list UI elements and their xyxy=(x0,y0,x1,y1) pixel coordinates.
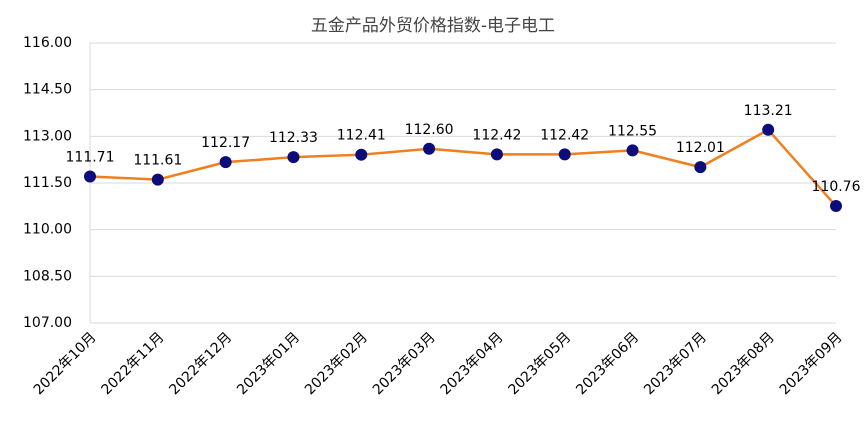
series-line xyxy=(89,128,837,207)
point xyxy=(490,148,503,161)
y-tick-label: 110.00 xyxy=(23,222,72,238)
point xyxy=(151,173,164,186)
y-tick-label: 107.00 xyxy=(23,315,72,331)
data-label: 112.01 xyxy=(676,140,725,156)
x-tick-label: 2023年04月 xyxy=(438,329,507,398)
point xyxy=(626,144,639,157)
data-label: 112.17 xyxy=(201,135,250,151)
point xyxy=(830,200,842,213)
data-label: 112.41 xyxy=(337,128,386,144)
point xyxy=(558,148,571,161)
point xyxy=(219,156,232,169)
point xyxy=(355,148,368,161)
y-tick-label: 114.50 xyxy=(23,82,72,98)
data-label: 111.71 xyxy=(66,149,115,165)
data-label: 112.42 xyxy=(472,127,521,143)
point xyxy=(694,161,707,174)
y-tick-label: 116.00 xyxy=(23,35,72,51)
x-tick-label: 2023年08月 xyxy=(709,329,778,398)
x-tick-label: 2023年07月 xyxy=(641,329,710,398)
x-tick-label: 2023年09月 xyxy=(777,329,846,398)
x-tick-label: 2023年06月 xyxy=(573,329,642,398)
x-tick-label: 2023年05月 xyxy=(505,329,574,398)
point xyxy=(762,123,775,136)
data-label: 110.76 xyxy=(812,179,861,195)
x-tick-label: 2022年12月 xyxy=(166,329,235,398)
x-tick-label: 2022年10月 xyxy=(31,329,100,398)
data-label: 112.33 xyxy=(269,130,318,146)
point xyxy=(84,170,96,183)
chart-title: 五金产品外贸价格指数-电子电工 xyxy=(311,16,555,36)
data-label: 112.42 xyxy=(540,127,589,143)
y-tick-label: 113.00 xyxy=(23,128,72,144)
data-label: 111.61 xyxy=(133,153,182,169)
x-tick-label: 2022年11月 xyxy=(99,329,168,398)
point xyxy=(287,151,300,164)
data-label: 112.55 xyxy=(608,123,657,139)
x-tick-label: 2023年03月 xyxy=(370,329,439,398)
x-tick-label: 2023年01月 xyxy=(234,329,303,398)
point xyxy=(423,142,436,155)
data-label: 112.60 xyxy=(405,122,454,138)
y-tick-label: 108.50 xyxy=(23,268,72,284)
y-tick-label: 111.50 xyxy=(23,175,72,191)
data-label: 113.21 xyxy=(744,103,793,119)
x-tick-label: 2023年02月 xyxy=(302,329,371,398)
